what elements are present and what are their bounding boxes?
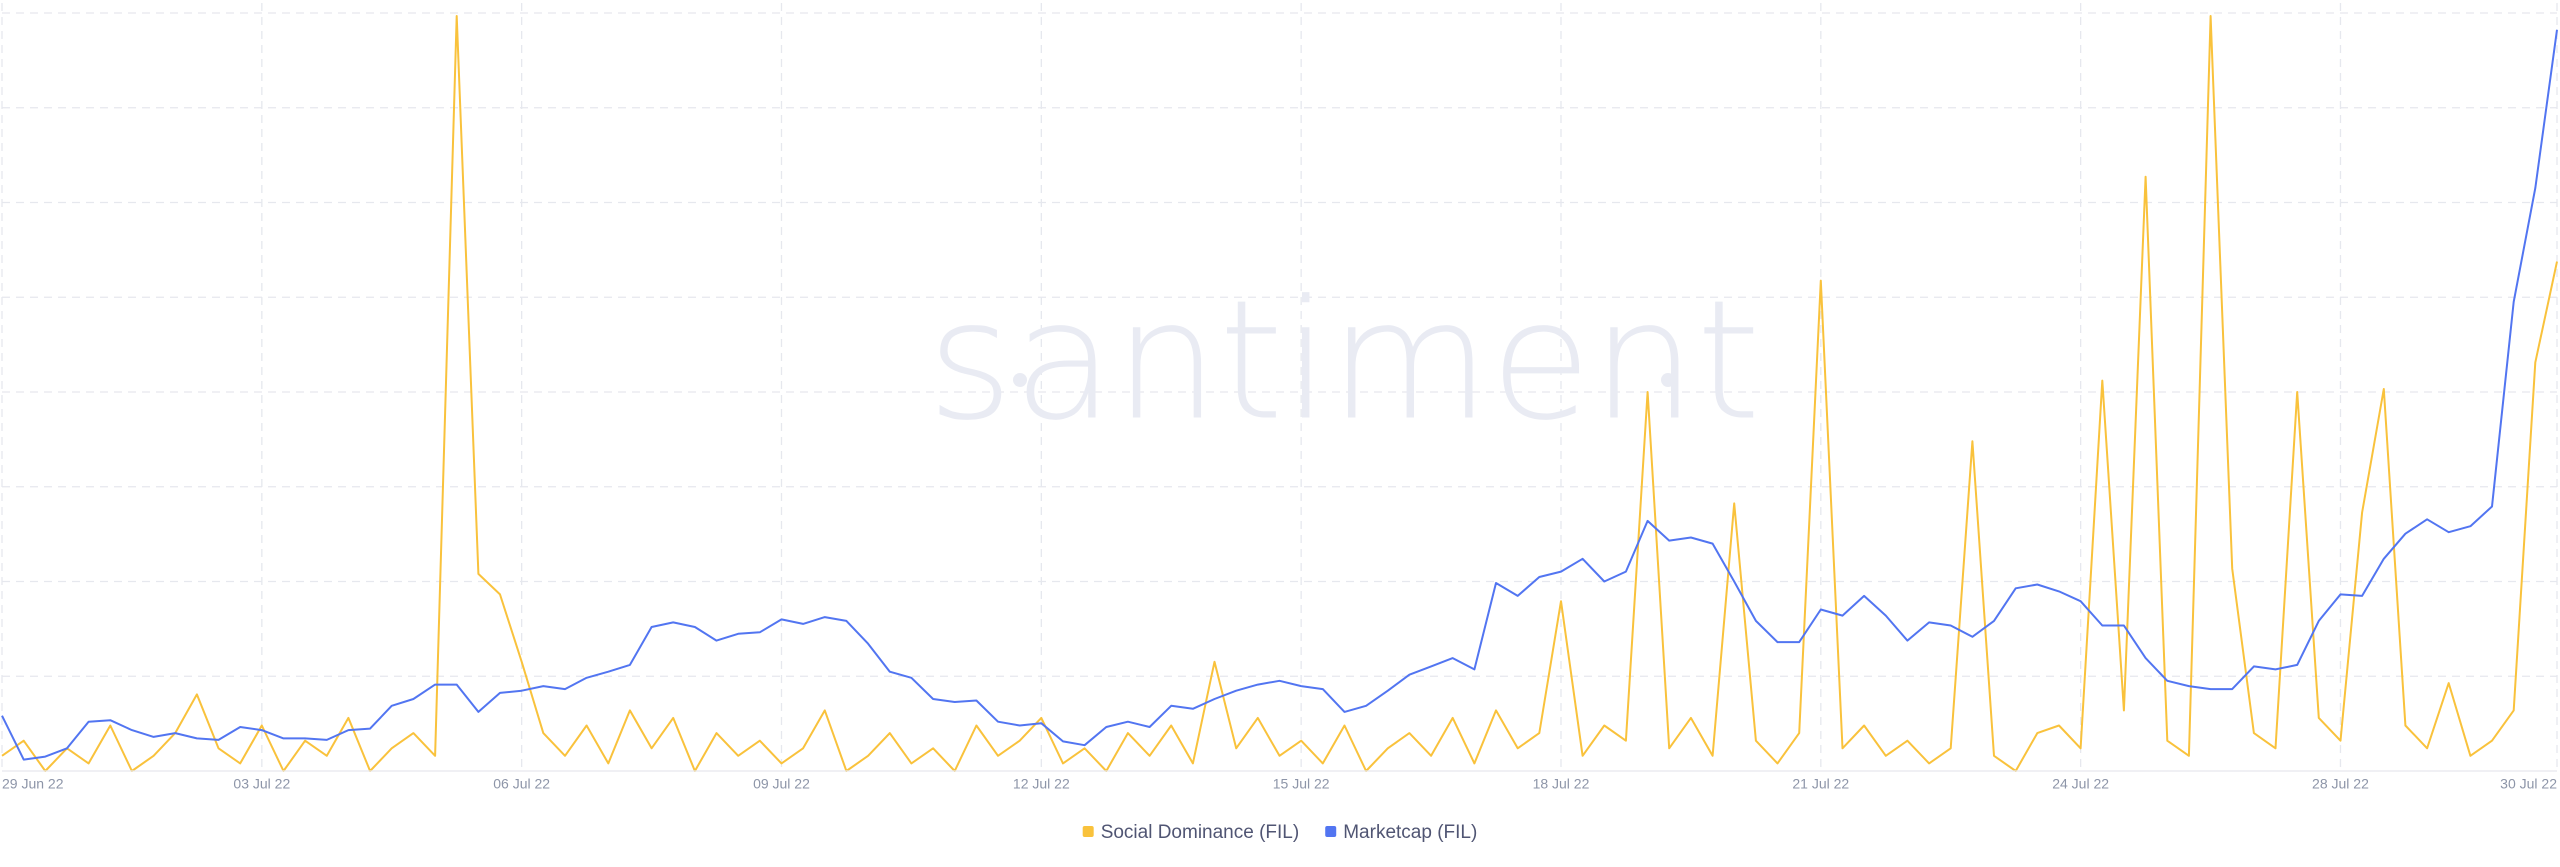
legend-label: Marketcap (FIL) bbox=[1343, 822, 1477, 843]
x-tick-label: 29 Jun 22 bbox=[2, 776, 64, 792]
legend-swatch bbox=[1325, 826, 1337, 837]
legend-label: Social Dominance (FIL) bbox=[1101, 822, 1300, 843]
x-tick-label: 03 Jul 22 bbox=[233, 776, 290, 792]
watermark: santiment bbox=[927, 265, 1761, 457]
series-line bbox=[1, 15, 2558, 772]
x-tick-label: 18 Jul 22 bbox=[1533, 776, 1590, 792]
legend: Social Dominance (FIL) Marketcap (FIL) bbox=[1082, 822, 1477, 843]
watermark-dot bbox=[1661, 373, 1675, 387]
x-tick-label: 24 Jul 22 bbox=[2052, 776, 2109, 792]
x-tick-label: 30 Jul 22 bbox=[2500, 776, 2557, 792]
x-tick-label: 15 Jul 22 bbox=[1273, 776, 1330, 792]
x-axis: 29 Jun 22 03 Jul 22 06 Jul 22 09 Jul 22 12 J… bbox=[2, 770, 2557, 792]
x-tick-label: 06 Jul 22 bbox=[493, 776, 550, 792]
series-line bbox=[1, 29, 2558, 761]
watermark-dot bbox=[1013, 373, 1027, 387]
x-tick-label: 09 Jul 22 bbox=[753, 776, 810, 792]
legend-item: Social Dominance (FIL) bbox=[1082, 822, 1300, 843]
legend-item: Marketcap (FIL) bbox=[1325, 822, 1477, 843]
x-tick-label: 12 Jul 22 bbox=[1013, 776, 1070, 792]
x-tick-label: 28 Jul 22 bbox=[2312, 776, 2369, 792]
grid bbox=[1, 3, 2558, 771]
plot bbox=[1, 15, 2558, 772]
x-tick-label: 21 Jul 22 bbox=[1792, 776, 1849, 792]
legend-swatch bbox=[1082, 826, 1094, 837]
watermark-text: santiment bbox=[927, 265, 1761, 457]
